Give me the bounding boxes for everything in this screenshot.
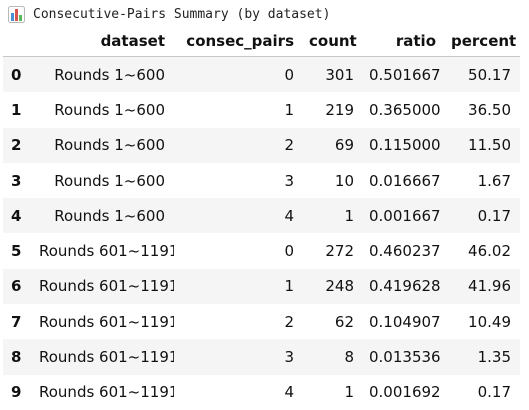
cell-percent: 36.50 — [468, 100, 511, 119]
table-row: 1 Rounds 1~600 1 219 0.365000 36.50 — [3, 92, 520, 127]
cell-count: 62 — [334, 312, 354, 331]
cell-percent: 1.35 — [477, 348, 511, 367]
row-index: 5 — [11, 242, 22, 261]
table-row: 9 Rounds 601~1191 4 1 0.001692 0.17 — [3, 375, 520, 410]
dataframe-table: dataset consec_pairs count ratio percent… — [3, 25, 520, 410]
table-row: 7 Rounds 601~1191 2 62 0.104907 10.49 — [3, 304, 520, 339]
row-index: 7 — [11, 312, 22, 331]
cell-ratio: 0.365000 — [369, 100, 441, 119]
cell-ratio: 0.501667 — [369, 65, 441, 84]
row-index: 1 — [11, 100, 22, 119]
column-header-ratio: ratio — [363, 25, 445, 57]
cell-ratio: 0.115000 — [369, 136, 441, 155]
cell-count: 272 — [325, 242, 354, 261]
cell-consec-pairs: 2 — [284, 136, 294, 155]
table-row: 0 Rounds 1~600 0 301 0.501667 50.17 — [3, 56, 520, 93]
cell-percent: 0.17 — [477, 383, 511, 402]
row-index: 8 — [11, 348, 22, 367]
cell-dataset: Rounds 1~600 — [54, 171, 165, 190]
table-row: 3 Rounds 1~600 3 10 0.016667 1.67 — [3, 163, 520, 198]
cell-count: 69 — [334, 136, 354, 155]
cell-count: 301 — [325, 65, 354, 84]
column-header-consec-pairs: consec_pairs — [174, 25, 303, 57]
cell-ratio: 0.001667 — [369, 206, 441, 225]
index-header — [3, 25, 33, 57]
cell-consec-pairs: 0 — [284, 242, 294, 261]
cell-count: 219 — [325, 100, 354, 119]
cell-percent: 1.67 — [477, 171, 511, 190]
cell-count: 1 — [344, 206, 354, 225]
table-row: 2 Rounds 1~600 2 69 0.115000 11.50 — [3, 127, 520, 163]
cell-dataset: Rounds 601~1191 — [39, 383, 174, 402]
header-row: dataset consec_pairs count ratio percent — [3, 25, 520, 57]
cell-count: 1 — [344, 383, 354, 402]
cell-dataset: Rounds 1~600 — [54, 100, 165, 119]
cell-percent: 41.96 — [468, 277, 511, 296]
column-header-count: count — [303, 25, 363, 57]
cell-consec-pairs: 3 — [284, 348, 294, 367]
cell-dataset: Rounds 1~600 — [54, 65, 165, 84]
caption-text: Consecutive-Pairs Summary (by dataset) — [33, 6, 331, 22]
cell-consec-pairs: 2 — [284, 312, 294, 331]
bar-chart-icon — [8, 5, 25, 23]
table-body: 0 Rounds 1~600 0 301 0.501667 50.17 1 Rounds 1~… — [3, 56, 520, 410]
cell-consec-pairs: 4 — [284, 206, 294, 225]
table-row: 6 Rounds 601~1191 1 248 0.419628 41.96 — [3, 268, 520, 305]
cell-percent: 0.17 — [477, 206, 511, 225]
cell-ratio: 0.460237 — [369, 242, 441, 261]
table-row: 5 Rounds 601~1191 0 272 0.460237 46.02 — [3, 233, 520, 268]
cell-count: 10 — [334, 171, 354, 190]
row-index: 0 — [11, 65, 22, 84]
cell-ratio: 0.001692 — [369, 383, 441, 402]
table-caption: Consecutive-Pairs Summary (by dataset) — [8, 3, 330, 25]
cell-ratio: 0.013536 — [369, 348, 441, 367]
cell-percent: 50.17 — [468, 65, 511, 84]
cell-count: 8 — [344, 348, 354, 367]
cell-ratio: 0.016667 — [369, 171, 441, 190]
cell-consec-pairs: 0 — [284, 65, 294, 84]
cell-dataset: Rounds 1~600 — [54, 206, 165, 225]
cell-consec-pairs: 4 — [284, 383, 294, 402]
cell-dataset: Rounds 601~1191 — [39, 312, 174, 331]
cell-consec-pairs: 1 — [284, 277, 294, 296]
cell-consec-pairs: 1 — [284, 100, 294, 119]
row-index: 9 — [11, 383, 22, 402]
cell-percent: 11.50 — [468, 136, 511, 155]
cell-ratio: 0.419628 — [369, 277, 441, 296]
cell-dataset: Rounds 601~1191 — [39, 348, 174, 367]
table-row: 8 Rounds 601~1191 3 8 0.013536 1.35 — [3, 339, 520, 375]
table-row: 4 Rounds 1~600 4 1 0.001667 0.17 — [3, 198, 520, 234]
cell-dataset: Rounds 1~600 — [54, 136, 165, 155]
row-index: 4 — [11, 206, 22, 225]
cell-percent: 10.49 — [468, 312, 511, 331]
cell-percent: 46.02 — [468, 242, 511, 261]
row-index: 6 — [11, 277, 22, 296]
row-index: 3 — [11, 171, 22, 190]
column-header-percent: percent — [445, 25, 520, 57]
cell-consec-pairs: 3 — [284, 171, 294, 190]
row-index: 2 — [11, 136, 22, 155]
cell-dataset: Rounds 601~1191 — [39, 242, 174, 261]
cell-dataset: Rounds 601~1191 — [39, 277, 174, 296]
cell-count: 248 — [325, 277, 354, 296]
cell-ratio: 0.104907 — [369, 312, 441, 331]
column-header-dataset: dataset — [33, 25, 174, 57]
